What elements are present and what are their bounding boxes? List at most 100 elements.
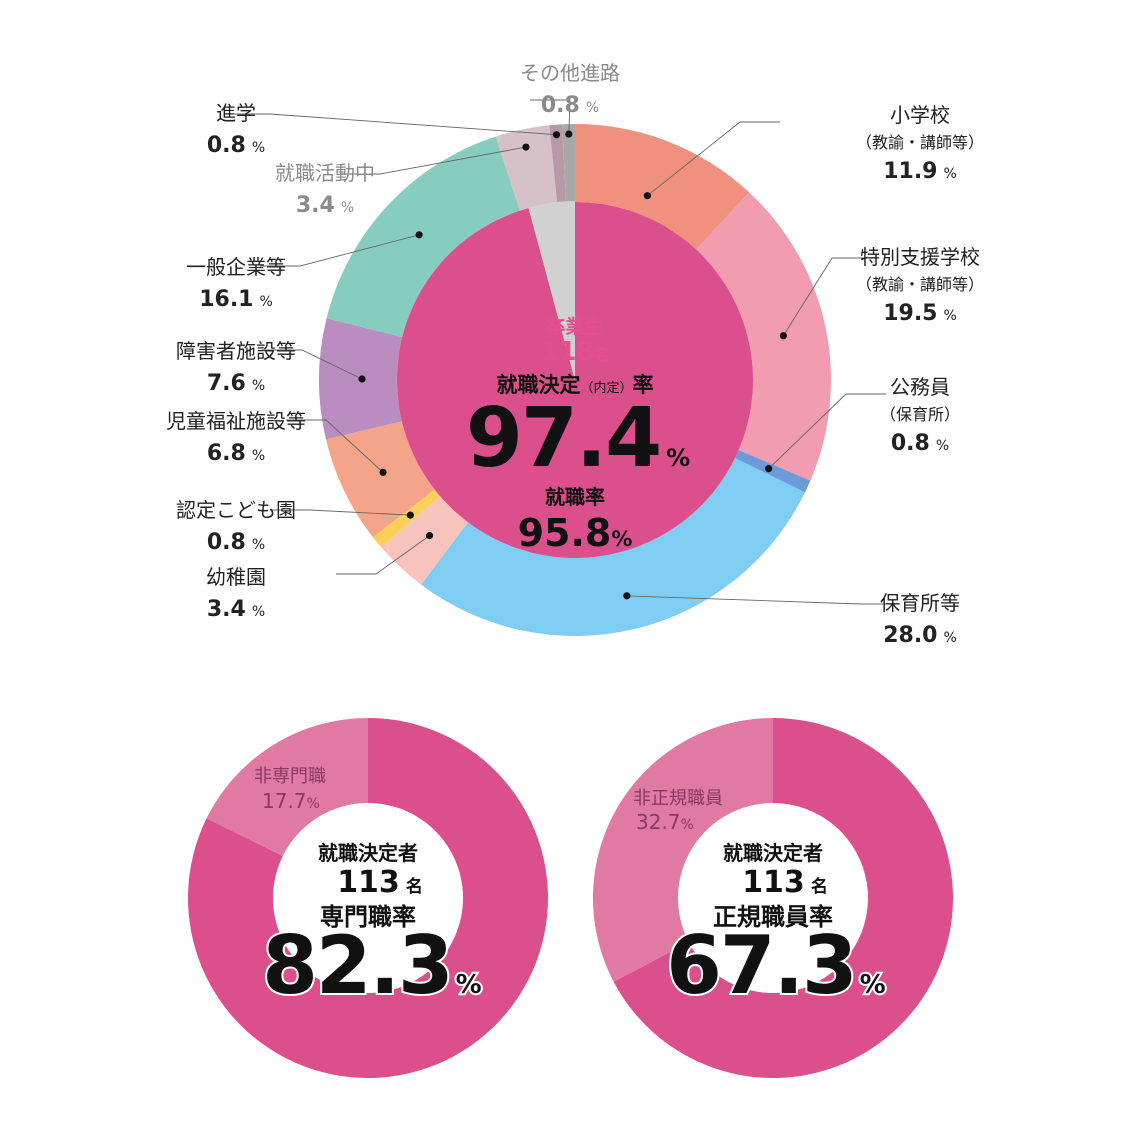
outer-slice-0	[575, 124, 750, 250]
leader-dot	[415, 231, 423, 239]
slice-name: （保育所）	[880, 405, 960, 424]
specialist-rate-value: 82.3%	[262, 919, 481, 1012]
leader-line	[626, 595, 900, 605]
employment-rate-value: 95.8%	[518, 511, 633, 555]
leader-dot	[643, 192, 651, 200]
inner-slice-1	[528, 202, 575, 380]
specialist-center-text: 就職決定者 113 名 専門職率 82.3%	[260, 841, 483, 1014]
leader-line	[230, 113, 557, 136]
leader-line	[270, 509, 411, 516]
slice-name: その他進路	[520, 61, 620, 85]
inner-ring	[396, 201, 753, 558]
slice-labels: 小学校 （教諭・講師等） 11.9 % 特別支援学校 （教諭・講師等） 19.5 % 公務員 （保…	[166, 61, 984, 648]
leader-dot	[779, 332, 787, 340]
slice-name: 公務員	[890, 375, 950, 399]
leader-line	[336, 535, 430, 575]
main-donut-chart: 小学校 （教諭・講師等） 11.9 % 特別支援学校 （教諭・講師等） 19.5 % 公務員 （保…	[166, 61, 984, 648]
leader-dot	[379, 468, 387, 476]
specialist-count: 113 名	[337, 865, 423, 900]
regular-count: 113 名	[742, 865, 828, 900]
leader-dot	[425, 532, 434, 540]
slice-name: 小学校	[890, 103, 950, 127]
regular-rate-value: 67.3%	[666, 919, 885, 1012]
leader-dot	[765, 465, 773, 473]
outer-slice-2	[734, 449, 811, 493]
outer-slice-11	[562, 124, 575, 203]
donut-slice-1	[206, 718, 368, 856]
slice-percent: 0.8%	[541, 93, 599, 118]
leader-dot	[406, 511, 414, 519]
leader-dot	[623, 592, 631, 600]
regular-minor-label: 非正規職員 32.7%	[633, 788, 723, 834]
slice-percent: 11.9%	[883, 159, 957, 184]
graduates-value: 118名	[540, 337, 609, 367]
outer-slice-9	[495, 125, 558, 211]
leader-dot	[565, 130, 573, 138]
leader-line	[260, 234, 420, 267]
graduates-number: 118	[540, 337, 594, 367]
slice-percent: 7.6%	[207, 371, 265, 396]
leader-line	[340, 146, 527, 175]
leader-dot	[552, 131, 561, 139]
leader-line	[647, 121, 780, 197]
specialist-minor-label: 非専門職 17.7%	[254, 766, 326, 813]
decision-rate-value: 97.4%	[466, 391, 690, 486]
slice-name: 障害者施設等	[176, 339, 296, 363]
leader-dot	[522, 143, 530, 151]
outer-slice-3	[421, 458, 806, 636]
non-regular-pct: 32.7%	[636, 810, 694, 834]
slice-name: 児童福祉施設等	[166, 409, 306, 433]
inner-gap-wedge	[537, 201, 575, 208]
slice-percent: 28.0%	[883, 623, 957, 648]
graduates-label: 卒業生	[546, 315, 603, 338]
leader-dot	[358, 375, 366, 383]
slice-name: （教諭・講師等）	[856, 133, 984, 152]
outer-slice-10	[549, 124, 567, 203]
leader-line	[782, 257, 872, 337]
graduates-unit: 名	[595, 346, 610, 364]
slice-name: （教諭・講師等）	[856, 275, 984, 294]
regular-center-text: 就職決定者 113 名 正規職員率 67.3%	[664, 841, 887, 1014]
regular-staff-rate-donut	[593, 718, 953, 1078]
specialist-rate-donut	[188, 717, 548, 1078]
outer-slice-4	[381, 496, 469, 585]
main-center-text: 卒業生 118名 就職決定（内定）率 97.4% 就職率 95.8%	[466, 315, 690, 555]
slice-percent: 0.8%	[891, 431, 949, 456]
slice-name: 就職活動中	[275, 161, 375, 185]
slice-name: 特別支援学校	[860, 245, 980, 269]
leader-line	[262, 349, 363, 380]
inner-slice-0	[396, 202, 753, 558]
slice-percent: 16.1%	[199, 287, 273, 312]
slice-name: 幼稚園	[206, 565, 266, 589]
leader-line	[286, 419, 384, 473]
leader-lines	[230, 99, 900, 605]
slice-percent: 3.4%	[207, 597, 265, 622]
leader-line	[530, 99, 571, 135]
outer-slice-8	[326, 136, 520, 338]
regular-decided-label: 就職決定者	[723, 841, 823, 865]
non-regular-label: 非正規職員	[633, 788, 723, 809]
non-specialist-label: 非専門職	[254, 766, 326, 787]
donut-slice-0	[188, 717, 548, 1078]
outer-slice-6	[325, 421, 435, 538]
slice-percent: 0.8%	[207, 133, 265, 158]
specialist-decided-label: 就職決定者	[318, 841, 418, 865]
outer-ring	[319, 124, 831, 636]
employment-rate-label: 就職率	[545, 485, 605, 509]
slice-name: 一般企業等	[186, 255, 286, 279]
slice-percent: 19.5%	[883, 301, 957, 326]
slice-percent: 6.8%	[207, 441, 265, 466]
outer-slice-1	[696, 192, 831, 481]
slice-percent: 3.4%	[296, 193, 354, 218]
outer-slice-5	[373, 489, 441, 548]
slice-percent: 0.8%	[207, 530, 265, 555]
non-specialist-pct: 17.7%	[262, 789, 320, 813]
slice-name: 進学	[216, 101, 256, 125]
leader-line	[768, 393, 886, 469]
decision-rate-label: 就職決定（内定）率	[496, 373, 653, 397]
donut-slice-0	[613, 718, 953, 1078]
regular-rate-label: 正規職員率	[713, 903, 833, 931]
slice-name: 保育所等	[880, 591, 960, 615]
specialist-rate-label: 専門職率	[320, 903, 416, 931]
